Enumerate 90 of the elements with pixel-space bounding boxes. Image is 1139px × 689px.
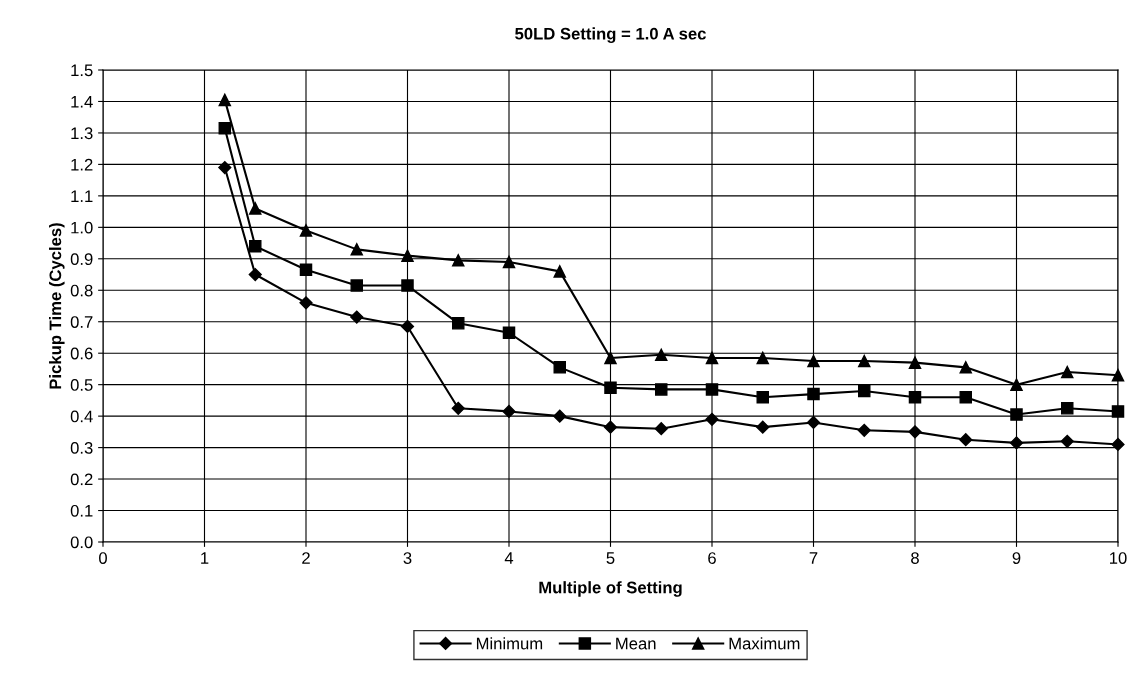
point (502, 326, 516, 339)
point (1060, 402, 1074, 415)
point (654, 348, 668, 362)
point (400, 319, 415, 334)
point (553, 361, 567, 374)
point (299, 296, 313, 310)
x-tick-label: 6 (708, 552, 716, 564)
y-tick-label: 1.4 (71, 96, 93, 108)
point (959, 433, 973, 447)
point (350, 243, 364, 256)
y-tick-label: 0.9 (70, 253, 93, 265)
point (756, 420, 770, 434)
point (218, 93, 232, 107)
point (908, 425, 922, 439)
point (705, 383, 719, 396)
point (350, 279, 364, 292)
x-tick-label: 8 (911, 552, 919, 564)
point (604, 381, 617, 395)
y-tick-label: 0.7 (70, 316, 93, 328)
point (218, 121, 232, 135)
point (502, 404, 516, 419)
point (401, 279, 414, 292)
point (959, 391, 973, 404)
point (553, 409, 567, 423)
point (654, 422, 668, 436)
legend-label: Maximum (729, 637, 800, 650)
point (299, 263, 313, 277)
point (604, 351, 617, 365)
point (553, 265, 567, 278)
y-tick-label: 1.1 (71, 190, 93, 202)
point (908, 356, 922, 369)
point (756, 391, 770, 404)
y-tick-label: 1.5 (71, 64, 93, 77)
point (248, 267, 262, 282)
point (1111, 405, 1125, 418)
point (451, 317, 465, 330)
point (248, 239, 262, 253)
point (1010, 408, 1023, 421)
y-tick-label: 1.0 (71, 221, 93, 234)
legend-label: Mean (616, 637, 656, 650)
legend-label: Minimum (476, 637, 543, 650)
point (908, 391, 922, 404)
point (1010, 378, 1023, 391)
point (1111, 437, 1125, 452)
point (401, 249, 414, 262)
point (705, 351, 719, 365)
point (807, 354, 820, 368)
point (1060, 434, 1074, 448)
y-tick-label: 0.1 (70, 504, 93, 517)
point (857, 354, 871, 368)
point (603, 420, 618, 434)
chart-title: 50LD Setting = 1.0 A sec (515, 27, 706, 43)
x-axis-title: Multiple of Setting (539, 581, 682, 597)
point (248, 202, 262, 215)
x-tick-label: 3 (403, 552, 412, 564)
point (705, 412, 719, 426)
y-tick-label: 1.2 (71, 158, 93, 171)
y-tick-label: 0.8 (70, 284, 93, 297)
point (756, 351, 770, 365)
x-tick-label: 9 (1012, 552, 1021, 564)
point (218, 160, 232, 175)
y-tick-label: 1.3 (71, 127, 93, 140)
point (299, 224, 313, 237)
point (654, 383, 668, 396)
point (857, 384, 871, 398)
point (857, 423, 871, 437)
x-tick-label: 5 (606, 552, 615, 564)
x-tick-label: 1 (201, 552, 209, 564)
y-tick-label: 0.2 (70, 473, 93, 486)
point (1060, 365, 1074, 379)
x-tick-label: 0 (99, 552, 107, 564)
x-tick-label: 4 (504, 552, 514, 564)
point (350, 310, 364, 324)
y-tick-label: 0.5 (70, 379, 93, 391)
y-tick-label: 0.6 (70, 347, 93, 360)
point (451, 401, 465, 415)
x-tick-label: 2 (302, 552, 310, 564)
y-tick-label: 0.0 (70, 536, 93, 549)
point (807, 387, 820, 401)
point (502, 255, 516, 269)
y-tick-label: 0.3 (70, 442, 93, 454)
point (806, 415, 821, 430)
point (1009, 436, 1024, 450)
y-axis-title: Pickup Time (Cycles) (49, 223, 65, 389)
x-tick-label: 10 (1110, 552, 1127, 564)
point (1111, 368, 1125, 382)
y-tick-label: 0.4 (70, 410, 93, 423)
point (451, 254, 465, 267)
x-tick-label: 7 (809, 552, 818, 564)
point (959, 361, 973, 374)
